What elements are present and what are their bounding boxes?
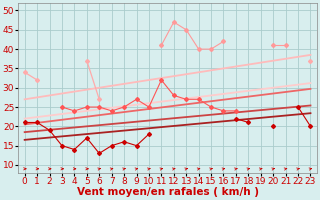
X-axis label: Vent moyen/en rafales ( km/h ): Vent moyen/en rafales ( km/h ) xyxy=(76,187,259,197)
